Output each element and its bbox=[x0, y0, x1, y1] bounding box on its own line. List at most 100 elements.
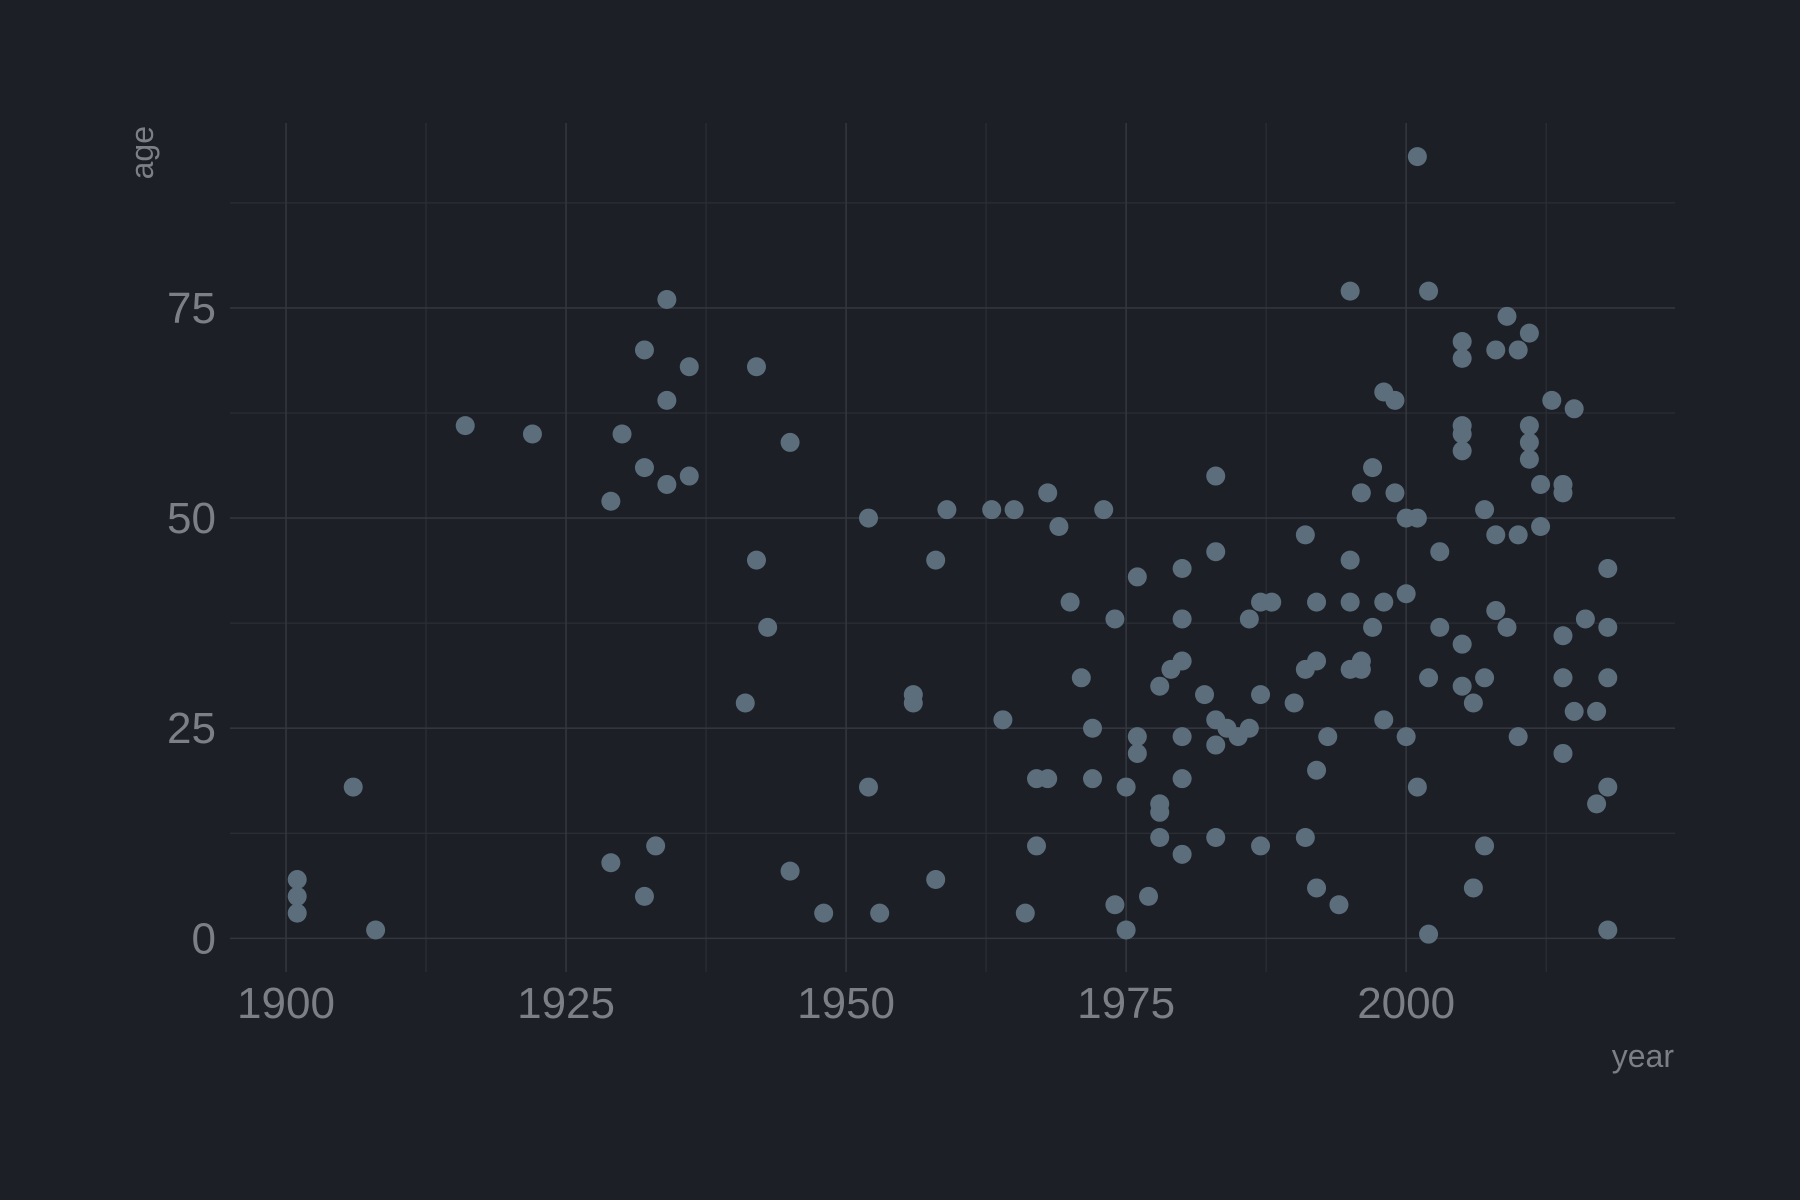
scatter-point bbox=[287, 870, 307, 890]
scatter-point bbox=[1262, 592, 1282, 612]
y-tick-label: 0 bbox=[192, 914, 216, 963]
scatter-point bbox=[1083, 769, 1103, 789]
scatter-point bbox=[1239, 609, 1259, 629]
scatter-point bbox=[1553, 626, 1573, 646]
scatter-point bbox=[735, 693, 755, 713]
scatter-point bbox=[746, 357, 766, 377]
scatter-point bbox=[780, 861, 800, 881]
scatter-point bbox=[1407, 147, 1427, 167]
scatter-point bbox=[1519, 432, 1539, 452]
scatter-point bbox=[657, 290, 677, 310]
scatter-point bbox=[679, 357, 699, 377]
scatter-point bbox=[993, 710, 1013, 730]
scatter-point bbox=[1419, 924, 1439, 944]
scatter-point bbox=[1127, 567, 1147, 587]
scatter-point bbox=[657, 474, 677, 494]
scatter-point bbox=[1396, 727, 1416, 747]
scatter-point bbox=[1206, 542, 1226, 562]
scatter-point bbox=[1307, 592, 1327, 612]
data-points bbox=[287, 147, 1618, 944]
scatter-point bbox=[366, 920, 386, 940]
grid-lines bbox=[230, 123, 1675, 972]
scatter-point bbox=[612, 424, 632, 444]
x-tick-label: 1900 bbox=[237, 979, 335, 1028]
scatter-point bbox=[1295, 828, 1315, 848]
x-tick-label: 1950 bbox=[797, 979, 895, 1028]
scatter-point bbox=[1452, 441, 1472, 461]
scatter-point bbox=[1284, 693, 1304, 713]
scatter-point bbox=[1486, 525, 1506, 545]
scatter-point bbox=[1553, 668, 1573, 688]
scatter-point bbox=[780, 432, 800, 452]
scatter-point bbox=[1374, 592, 1394, 612]
scatter-point bbox=[1553, 743, 1573, 763]
x-tick-label: 1975 bbox=[1077, 979, 1175, 1028]
scatter-point bbox=[1351, 483, 1371, 503]
scatter-point bbox=[758, 617, 778, 637]
scatter-point bbox=[287, 886, 307, 906]
scatter-point bbox=[1587, 794, 1607, 814]
scatter-point bbox=[1486, 340, 1506, 360]
scatter-point bbox=[1598, 777, 1618, 797]
scatter-point bbox=[1206, 735, 1226, 755]
scatter-point bbox=[1385, 390, 1405, 410]
scatter-point bbox=[679, 466, 699, 486]
scatter-point bbox=[1508, 525, 1528, 545]
scatter-point bbox=[601, 491, 621, 511]
scatter-point bbox=[1508, 340, 1528, 360]
scatter-point bbox=[646, 836, 666, 856]
scatter-point bbox=[1004, 500, 1024, 520]
scatter-point bbox=[1116, 777, 1136, 797]
scatter-point bbox=[1475, 836, 1495, 856]
scatter-point bbox=[1531, 474, 1551, 494]
scatter-point bbox=[1497, 306, 1517, 326]
scatter-point bbox=[1542, 390, 1562, 410]
scatter-point bbox=[1172, 727, 1192, 747]
scatter-point bbox=[1049, 516, 1069, 536]
scatter-point bbox=[1038, 483, 1058, 503]
scatter-point bbox=[1497, 617, 1517, 637]
scatter-point bbox=[1206, 828, 1226, 848]
scatter-point bbox=[1139, 886, 1159, 906]
scatter-point bbox=[1508, 727, 1528, 747]
y-axis-title: age bbox=[124, 126, 160, 179]
scatter-point bbox=[1340, 592, 1360, 612]
scatter-point bbox=[522, 424, 542, 444]
scatter-point bbox=[1127, 743, 1147, 763]
scatter-point bbox=[1519, 416, 1539, 436]
scatter-point bbox=[1340, 550, 1360, 570]
scatter-point bbox=[1519, 323, 1539, 343]
x-tick-labels: 1900 1925 1950 1975 2000 bbox=[237, 979, 1455, 1028]
scatter-point bbox=[1363, 458, 1383, 478]
scatter-point bbox=[1116, 920, 1136, 940]
scatter-point bbox=[601, 853, 621, 873]
scatter-point bbox=[455, 416, 475, 436]
scatter-point bbox=[1452, 676, 1472, 696]
scatter-point bbox=[858, 777, 878, 797]
scatter-point bbox=[1374, 710, 1394, 730]
scatter-point bbox=[1307, 651, 1327, 671]
scatter-point bbox=[1172, 769, 1192, 789]
scatter-point bbox=[1452, 424, 1472, 444]
scatter-point bbox=[287, 903, 307, 923]
scatter-point bbox=[858, 508, 878, 528]
scatter-point bbox=[657, 390, 677, 410]
scatter-point bbox=[1598, 668, 1618, 688]
scatter-point bbox=[1295, 525, 1315, 545]
scatter-point bbox=[1463, 878, 1483, 898]
scatter-point bbox=[937, 500, 957, 520]
scatter-point bbox=[1419, 668, 1439, 688]
scatter-point bbox=[1385, 483, 1405, 503]
scatter-point bbox=[1553, 483, 1573, 503]
scatter-point bbox=[1363, 617, 1383, 637]
scatter-point bbox=[1463, 693, 1483, 713]
scatter-point bbox=[903, 693, 923, 713]
scatter-point bbox=[1396, 584, 1416, 604]
scatter-point bbox=[1575, 609, 1595, 629]
scatter-point bbox=[1251, 836, 1271, 856]
y-tick-labels: 0 25 50 75 bbox=[167, 284, 216, 963]
scatter-point bbox=[1407, 777, 1427, 797]
scatter-point bbox=[1172, 609, 1192, 629]
